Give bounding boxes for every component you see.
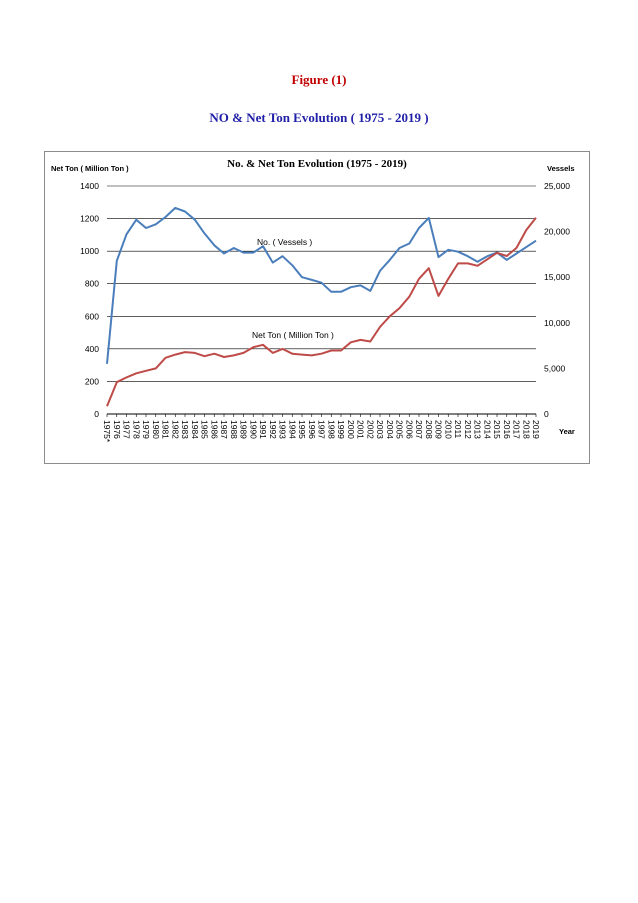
netton-series-line: [106, 217, 537, 407]
x-tick-label: 2013: [473, 420, 483, 439]
series-lines: [106, 206, 537, 407]
x-tick-label: 2004: [385, 420, 395, 439]
x-tick-label: 2002: [365, 420, 375, 439]
x-tick-label: 2009: [434, 420, 444, 439]
x-tick-label: 1991: [258, 420, 268, 439]
x-tick-label: 2011: [453, 420, 463, 439]
x-axis-title: Year: [559, 427, 575, 436]
x-tick-label: 1993: [278, 420, 288, 439]
right-tick-label: 0: [544, 409, 549, 419]
line-chart: No. & Net Ton Evolution (1975 - 2019) Ne…: [51, 158, 575, 443]
left-tick-label: 0: [94, 409, 99, 419]
right-tick-label: 25,000: [544, 181, 570, 191]
x-tick-label: 2014: [482, 420, 492, 439]
left-tick-label: 1400: [80, 181, 99, 191]
vessels-series-label: No. ( Vessels ): [257, 237, 312, 247]
figure-label: Figure (1): [291, 72, 347, 87]
x-tick-label: 1994: [287, 420, 297, 439]
x-tick-label: 2019: [531, 420, 541, 439]
netton-series-label: Net Ton ( Million Ton ): [252, 330, 334, 340]
x-tick-label: 1992: [268, 420, 278, 439]
x-tick-label: 1981: [161, 420, 171, 439]
x-tick-label: 1980: [151, 420, 161, 439]
right-tick-label: 20,000: [544, 227, 570, 237]
x-tick-label: 2007: [414, 420, 424, 439]
right-tick-label: 10,000: [544, 318, 570, 328]
chart-frame: No. & Net Ton Evolution (1975 - 2019) Ne…: [44, 151, 590, 464]
left-tick-label: 600: [85, 311, 99, 321]
right-tick-label: 5,000: [544, 363, 566, 373]
x-tick-label: 1976: [112, 420, 122, 439]
x-tick-label: 1987: [219, 420, 229, 439]
x-tick-label: 2010: [443, 420, 453, 439]
x-tick-label: 2015: [492, 420, 502, 439]
left-axis-ticks: 0 200 400 600 800 1000 1200 1400: [80, 181, 99, 419]
left-tick-label: 1000: [80, 246, 99, 256]
x-tick-label: 1997: [317, 420, 327, 439]
left-axis-title: Net Ton ( Million Ton ): [51, 164, 129, 173]
left-tick-label: 200: [85, 376, 99, 386]
right-axis-ticks: 0 5,000 10,000 15,000 20,000 25,000: [544, 181, 570, 419]
x-tick-label: 2018: [521, 420, 531, 439]
right-tick-label: 15,000: [544, 272, 570, 282]
x-tick-label: 1999: [336, 420, 346, 439]
right-axis-title: Vessels: [547, 164, 575, 173]
x-tick-label: 2006: [404, 420, 414, 439]
x-tick-label: 2016: [502, 420, 512, 439]
grid-lines: [107, 185, 536, 415]
figure-title: NO & Net Ton Evolution ( 1975 - 2019 ): [209, 110, 429, 125]
x-tick-label: 2005: [395, 420, 405, 439]
x-tick-label: 1978: [131, 420, 141, 439]
x-tick-label: 2001: [356, 420, 366, 439]
x-axis-ticks: 1975* 1976 1977 1978 1979 1980 1981 1982 1983 198…: [102, 414, 541, 443]
x-tick-label: 1998: [326, 420, 336, 439]
x-tick-label: 1977: [122, 420, 132, 439]
x-tick-label: 2008: [424, 420, 434, 439]
x-tick-label: 1983: [180, 420, 190, 439]
left-tick-label: 400: [85, 344, 99, 354]
x-tick-label: 2017: [512, 420, 522, 439]
x-tick-label: 1995: [297, 420, 307, 439]
vessels-series-line: [106, 206, 537, 364]
x-tick-label: 2000: [346, 420, 356, 439]
x-tick-label: 1979: [141, 420, 151, 439]
x-tick-label: 1982: [170, 420, 180, 439]
x-tick-label: 1990: [248, 420, 258, 439]
x-tick-label: 2012: [463, 420, 473, 439]
x-tick-label: 1975*: [102, 420, 112, 443]
left-tick-label: 800: [85, 279, 99, 289]
x-tick-label: 1989: [239, 420, 249, 439]
x-tick-label: 1988: [229, 420, 239, 439]
chart-title: No. & Net Ton Evolution (1975 - 2019): [227, 158, 407, 170]
x-tick-label: 1986: [209, 420, 219, 439]
left-tick-label: 1200: [80, 214, 99, 224]
x-tick-label: 1985: [200, 420, 210, 439]
x-tick-label: 1996: [307, 420, 317, 439]
x-tick-label: 1984: [190, 420, 200, 439]
x-tick-label: 2003: [375, 420, 385, 439]
